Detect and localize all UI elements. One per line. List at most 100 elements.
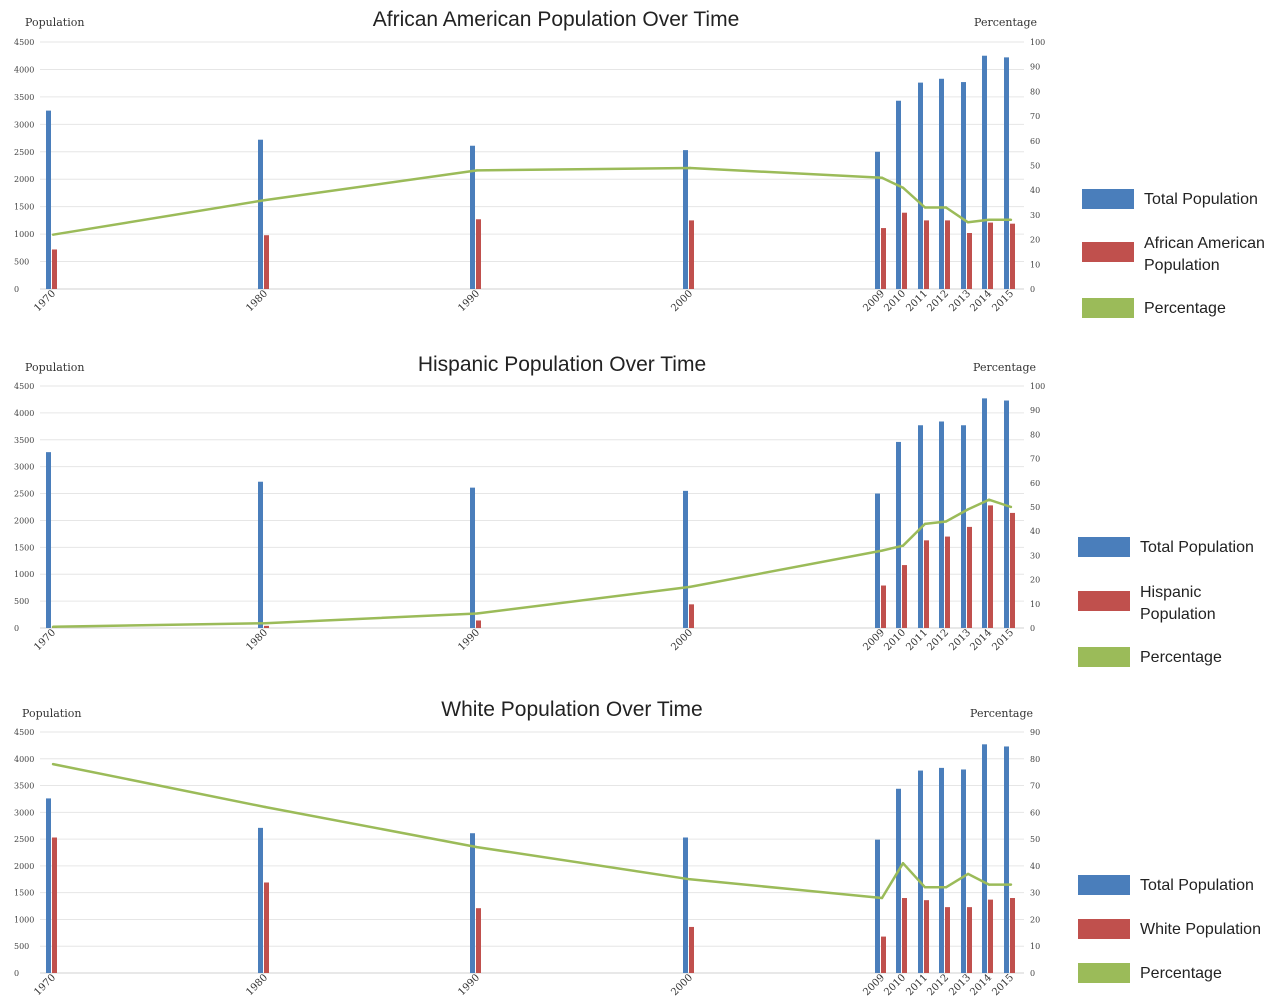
group-population-bar xyxy=(52,249,57,289)
group-population-bar xyxy=(689,220,694,289)
x-tick-label: 2000 xyxy=(669,972,695,998)
group-population-bar xyxy=(902,898,907,973)
y-tick-label: 3000 xyxy=(14,120,34,129)
y2-tick-label: 70 xyxy=(1030,112,1040,121)
percentage-point xyxy=(987,498,991,501)
x-tick-label: 2009 xyxy=(861,288,887,314)
group-population-bar xyxy=(689,604,694,628)
y2-tick-label: 90 xyxy=(1030,63,1040,72)
legend-swatch xyxy=(1078,919,1130,939)
percentage-point xyxy=(263,621,267,625)
x-tick-label: 2013 xyxy=(947,972,973,998)
percentage-point xyxy=(880,549,884,552)
legend-swatch xyxy=(1082,242,1134,262)
percentage-point xyxy=(987,218,991,222)
x-tick-label: 2015 xyxy=(990,288,1016,314)
x-tick-label: 1980 xyxy=(244,288,270,314)
total-population-bar xyxy=(875,493,880,628)
x-tick-label: 2011 xyxy=(904,627,930,653)
total-population-bar xyxy=(1004,400,1009,628)
total-population-bar xyxy=(470,833,475,973)
y2-tick-label: 80 xyxy=(1030,755,1040,764)
total-population-bar xyxy=(982,55,987,289)
y2-tick-label: 40 xyxy=(1030,527,1040,536)
total-population-bar xyxy=(939,767,944,973)
total-population-bar xyxy=(961,769,966,973)
total-population-bar xyxy=(46,110,51,289)
y-axis-title: Population xyxy=(25,16,84,29)
group-population-bar xyxy=(476,620,481,628)
y-tick-label: 500 xyxy=(14,258,29,267)
x-tick-label: 2015 xyxy=(990,972,1016,998)
total-population-bar xyxy=(470,145,475,289)
legend-label: White Population xyxy=(1140,921,1261,938)
y2-tick-label: 10 xyxy=(1030,600,1040,609)
x-tick-label: 2000 xyxy=(669,627,695,653)
x-tick-label: 2012 xyxy=(925,972,951,998)
chart-panel-3: 4500400035003000250020001500100050009080… xyxy=(14,698,1261,998)
legend-label: Total Population xyxy=(1140,877,1254,894)
x-tick-label: 2011 xyxy=(904,972,930,998)
y-tick-label: 4000 xyxy=(14,409,34,418)
percentage-point xyxy=(901,544,905,547)
percentage-point xyxy=(944,520,948,523)
chart-title: African American Population Over Time xyxy=(373,8,740,31)
percentage-point xyxy=(923,206,927,209)
group-population-bar xyxy=(476,219,481,289)
percentage-point xyxy=(923,886,927,889)
group-population-bar xyxy=(1010,223,1015,289)
legend-label: Total Population xyxy=(1144,191,1258,208)
group-population-bar xyxy=(1010,898,1015,973)
group-population-bar xyxy=(988,899,993,973)
y-tick-label: 3500 xyxy=(14,436,34,445)
legend-swatch xyxy=(1082,298,1134,318)
y2-tick-label: 30 xyxy=(1030,889,1040,898)
total-population-bar xyxy=(918,82,923,290)
group-population-bar xyxy=(967,526,972,628)
legend-label: Percentage xyxy=(1140,965,1222,982)
y2-tick-label: 60 xyxy=(1030,808,1040,817)
group-population-bar xyxy=(881,228,886,289)
y-tick-label: 0 xyxy=(14,969,19,978)
total-population-bar xyxy=(918,770,923,973)
y-tick-label: 3000 xyxy=(14,463,34,472)
group-population-bar xyxy=(988,505,993,628)
x-tick-label: 2010 xyxy=(882,972,908,998)
y-tick-label: 2500 xyxy=(14,490,34,499)
x-tick-label: 2013 xyxy=(947,288,973,314)
y-tick-label: 500 xyxy=(14,942,29,951)
legend-swatch xyxy=(1078,875,1130,895)
percentage-point xyxy=(475,169,479,172)
group-population-bar xyxy=(264,235,269,289)
percentage-point xyxy=(475,845,479,849)
group-population-bar xyxy=(52,837,57,973)
group-population-bar xyxy=(988,222,993,289)
chart-panel-1: 4500400035003000250020001500100050001009… xyxy=(14,8,1265,318)
chart-title: Hispanic Population Over Time xyxy=(418,353,706,376)
total-population-bar xyxy=(683,837,688,973)
percentage-point xyxy=(51,625,55,628)
y-tick-label: 0 xyxy=(14,624,19,633)
x-tick-label: 2009 xyxy=(861,972,887,998)
y2-tick-label: 0 xyxy=(1030,969,1035,978)
percentage-line xyxy=(52,498,1012,629)
x-tick-label: 1970 xyxy=(32,627,58,653)
y-tick-label: 1000 xyxy=(14,230,34,239)
total-population-bar xyxy=(896,100,901,289)
y2-tick-label: 50 xyxy=(1030,835,1040,844)
total-population-bar xyxy=(258,139,263,289)
group-population-bar xyxy=(945,220,950,289)
group-population-bar xyxy=(967,907,972,973)
x-tick-label: 2014 xyxy=(968,288,994,314)
y-tick-label: 1000 xyxy=(14,570,34,579)
percentage-point xyxy=(966,508,970,511)
y2-tick-label: 30 xyxy=(1030,551,1040,560)
y-tick-label: 500 xyxy=(14,597,29,606)
y2-tick-label: 100 xyxy=(1030,38,1045,47)
y-tick-label: 4000 xyxy=(14,65,34,74)
legend-swatch xyxy=(1078,591,1130,611)
group-population-bar xyxy=(881,585,886,628)
y2-tick-label: 70 xyxy=(1030,455,1040,464)
group-population-bar xyxy=(689,926,694,973)
